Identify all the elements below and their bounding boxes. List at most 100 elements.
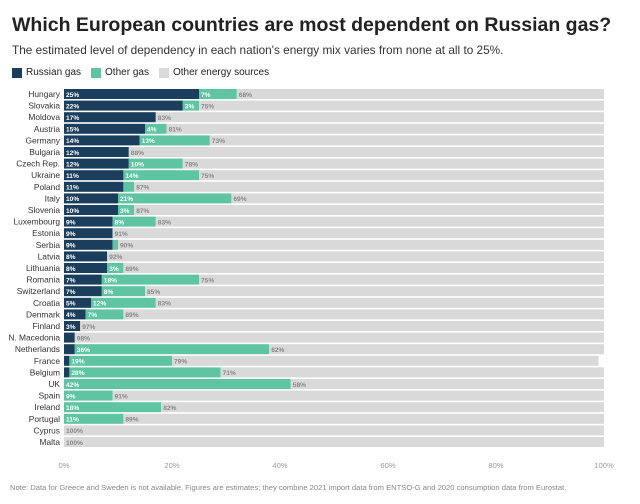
category-label-hungary: Hungary bbox=[28, 89, 60, 99]
bar-other-energy-lithuania bbox=[123, 263, 605, 273]
category-label-finland: Finland bbox=[33, 321, 61, 331]
category-label-bulgaria: Bulgaria bbox=[29, 147, 60, 157]
bar-other-gas-slovakia bbox=[182, 100, 199, 111]
data-label-other-gas-spain: 9% bbox=[66, 393, 76, 400]
data-label-other-gas-austria: 4% bbox=[147, 127, 157, 134]
data-label-other-gas-portugal: 11% bbox=[66, 417, 79, 424]
bar-other-gas-uk bbox=[64, 379, 291, 389]
bar-russian-gas-bulgaria bbox=[64, 147, 129, 157]
bar-russian-gas-latvia bbox=[64, 251, 108, 262]
x-tick-label-0: 0% bbox=[59, 461, 70, 470]
bar-other-gas-portugal bbox=[64, 413, 124, 424]
data-label-other-energy-romania: 75% bbox=[201, 277, 214, 284]
data-label-other-energy-ukraine: 75% bbox=[201, 173, 214, 180]
legend-label-other-energy: Other energy sources bbox=[172, 67, 270, 78]
legend-item-russian-gas: Russian gas bbox=[12, 67, 81, 78]
bar-other-gas-france bbox=[69, 355, 172, 366]
category-label-estonia: Estonia bbox=[32, 228, 60, 238]
bar-other-energy-finland bbox=[80, 321, 604, 331]
category-label-slovenia: Slovenia bbox=[28, 205, 60, 215]
bar-russian-gas-estonia bbox=[64, 228, 113, 239]
bar-other-gas-lithuania bbox=[107, 263, 124, 273]
data-label-other-energy-portugal: 89% bbox=[125, 417, 138, 424]
data-label-other-energy-malta: 100% bbox=[66, 440, 83, 447]
data-label-russian-gas-germany: 14% bbox=[66, 138, 79, 145]
data-label-other-gas-netherlands: 36% bbox=[77, 347, 90, 354]
bar-other-energy-portugal bbox=[123, 413, 605, 424]
category-label-czech-rep: Czech Rep. bbox=[16, 159, 60, 169]
data-label-other-energy-ireland: 82% bbox=[163, 405, 176, 412]
bar-russian-gas-finland bbox=[64, 321, 81, 331]
category-label-denmark: Denmark bbox=[26, 309, 61, 319]
bar-other-gas-croatia bbox=[91, 297, 156, 308]
category-label-spain: Spain bbox=[39, 391, 61, 401]
bar-other-gas-denmark bbox=[85, 309, 124, 320]
category-label-romania: Romania bbox=[26, 275, 60, 285]
legend-swatch-other-gas bbox=[91, 67, 102, 78]
data-label-russian-gas-ukraine: 11% bbox=[66, 173, 79, 180]
data-label-other-energy-estonia: 91% bbox=[115, 231, 128, 238]
category-label-cyprus: Cyprus bbox=[33, 425, 60, 435]
bar-russian-gas-germany bbox=[64, 135, 140, 146]
data-label-other-gas-denmark: 7% bbox=[88, 312, 98, 319]
bar-other-energy-poland bbox=[134, 181, 604, 192]
legend-item-other-gas: Other gas bbox=[91, 67, 149, 78]
bar-other-gas-hungary bbox=[199, 89, 237, 99]
data-label-other-energy-moldova: 83% bbox=[158, 115, 171, 122]
data-label-russian-gas-romania: 7% bbox=[66, 277, 76, 284]
category-label-lithuania: Lithuania bbox=[26, 263, 60, 273]
bar-russian-gas-slovenia bbox=[64, 205, 118, 215]
category-label-italy: Italy bbox=[45, 193, 61, 203]
data-label-other-gas-czech-rep: 10% bbox=[131, 161, 144, 168]
category-label-poland: Poland bbox=[34, 182, 60, 192]
category-label-portugal: Portugal bbox=[29, 414, 60, 424]
category-label-ukraine: Ukraine bbox=[31, 170, 60, 180]
data-label-russian-gas-moldova: 17% bbox=[66, 115, 79, 122]
x-tick-label-60: 60% bbox=[380, 461, 395, 470]
bar-other-energy-france bbox=[172, 355, 599, 366]
data-label-other-energy-croatia: 83% bbox=[158, 301, 171, 308]
legend-swatch-other-energy bbox=[158, 67, 169, 78]
bar-other-gas-poland bbox=[123, 181, 135, 192]
bar-other-energy-belgium bbox=[220, 367, 604, 378]
category-label-luxembourg: Luxembourg bbox=[13, 217, 60, 227]
data-label-other-gas-uk: 42% bbox=[66, 382, 79, 389]
chart-subtitle: The estimated level of dependency in eac… bbox=[12, 43, 504, 57]
legend-item-other-energy: Other energy sources bbox=[158, 67, 270, 78]
category-label-croatia: Croatia bbox=[33, 298, 60, 308]
data-label-other-gas-croatia: 12% bbox=[93, 301, 106, 308]
bar-other-energy-luxembourg bbox=[155, 216, 605, 227]
category-label-switzerland: Switzerland bbox=[17, 286, 61, 296]
category-label-ireland: Ireland bbox=[34, 402, 60, 412]
bar-russian-gas-france bbox=[64, 355, 70, 366]
bar-other-gas-luxembourg bbox=[112, 216, 156, 227]
bar-other-gas-serbia bbox=[112, 239, 118, 250]
bar-russian-gas-moldova bbox=[64, 112, 156, 123]
bar-other-gas-netherlands bbox=[74, 344, 270, 355]
x-tick-label-100: 100% bbox=[594, 461, 614, 470]
data-label-russian-gas-poland: 11% bbox=[66, 185, 79, 192]
data-label-other-gas-hungary: 7% bbox=[201, 92, 211, 99]
bar-other-gas-spain bbox=[64, 390, 113, 401]
bar-russian-gas-luxembourg bbox=[64, 216, 113, 227]
bar-other-energy-spain bbox=[112, 390, 604, 401]
data-label-other-energy-denmark: 89% bbox=[125, 312, 138, 319]
bar-russian-gas-belgium bbox=[64, 367, 70, 378]
data-label-russian-gas-serbia: 9% bbox=[66, 243, 76, 250]
data-label-russian-gas-slovakia: 22% bbox=[66, 103, 79, 110]
bar-other-gas-belgium bbox=[69, 367, 221, 378]
data-label-russian-gas-denmark: 4% bbox=[66, 312, 76, 319]
bar-other-energy-hungary bbox=[236, 89, 605, 99]
bar-other-energy-ukraine bbox=[199, 170, 604, 181]
category-label-n-macedonia: N. Macedonia bbox=[8, 333, 60, 343]
category-label-latvia: Latvia bbox=[38, 251, 61, 261]
category-label-germany: Germany bbox=[26, 135, 61, 145]
data-label-other-energy-austria: 81% bbox=[169, 127, 182, 134]
data-label-russian-gas-switzerland: 7% bbox=[66, 289, 76, 296]
data-label-other-energy-uk: 58% bbox=[293, 382, 306, 389]
bar-other-energy-slovakia bbox=[199, 100, 604, 111]
category-label-netherlands: Netherlands bbox=[15, 344, 60, 354]
bar-russian-gas-lithuania bbox=[64, 263, 108, 273]
data-label-other-energy-latvia: 92% bbox=[109, 254, 122, 261]
data-label-other-energy-czech-rep: 78% bbox=[185, 161, 198, 168]
